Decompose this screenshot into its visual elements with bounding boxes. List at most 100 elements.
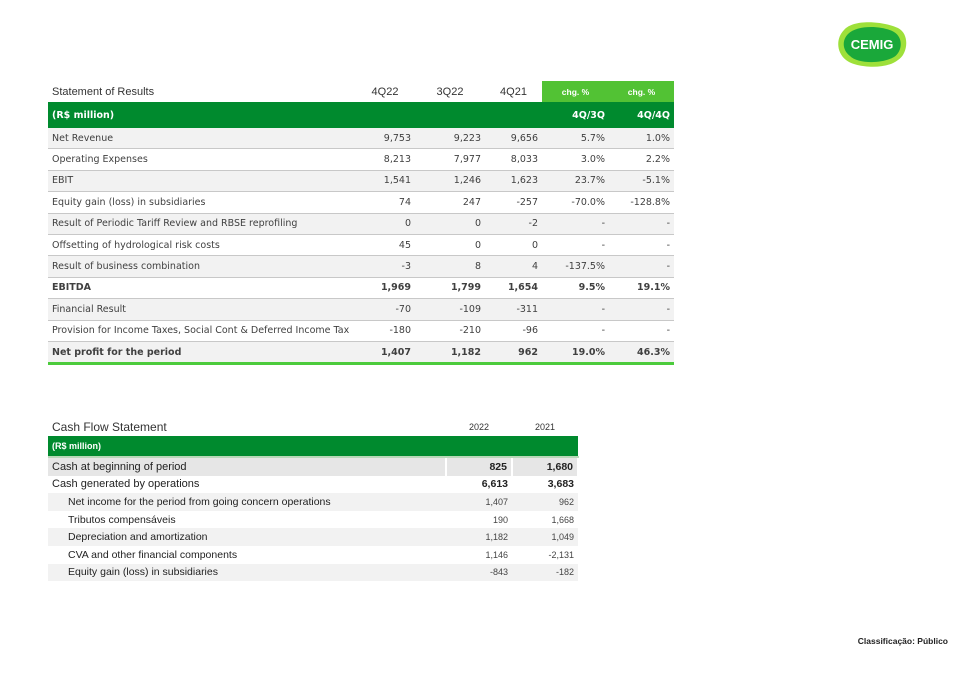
table-row: Net income for the period from going con…: [48, 493, 578, 511]
row-value: 23.7%: [542, 170, 609, 193]
row-label: Cash generated by operations: [52, 478, 200, 491]
table-row: Result of Periodic Tariff Review and RBS…: [48, 213, 674, 235]
table-title: Statement of Results: [52, 85, 155, 98]
row-label: EBITDA: [48, 277, 355, 300]
row-label: Net profit for the period: [48, 341, 355, 366]
row-value: -182: [512, 563, 578, 582]
row-value: 8,213: [355, 148, 415, 171]
row-label: Cash at beginning of period: [48, 457, 447, 476]
column-header-chg-1: chg. %: [542, 81, 609, 102]
row-value: -180: [355, 320, 415, 342]
row-value: 1,623: [485, 170, 542, 193]
table-row: CVA and other financial components 1,146 -…: [48, 546, 578, 564]
row-value: -: [609, 255, 674, 278]
sub-header-4q3q: 4Q/3Q: [542, 102, 609, 128]
row-value: 4: [485, 255, 542, 278]
row-value: 9.5%: [542, 277, 609, 300]
table-row: Cash at beginning of period 825 1,680: [48, 457, 579, 476]
column-header-chg-2: chg. %: [609, 81, 674, 102]
sub-header-4q4q: 4Q/4Q: [609, 102, 674, 128]
row-value: 190: [492, 514, 508, 525]
table-title: Cash Flow Statement: [52, 420, 167, 434]
row-value: -70.0%: [542, 191, 609, 214]
row-label: Result of business combination: [48, 255, 355, 278]
row-value: 1,654: [485, 277, 542, 300]
row-value: 8: [415, 255, 485, 278]
row-label: Tributos compensáveis: [68, 513, 176, 526]
row-label: Provision for Income Taxes, Social Cont …: [48, 320, 355, 342]
row-value: -70: [355, 298, 415, 321]
row-value: -137.5%: [542, 255, 609, 278]
row-value: -5.1%: [609, 170, 674, 193]
table-row: Financial Result -70 -109 -311- -: [48, 298, 674, 321]
row-value: -257: [485, 191, 542, 214]
table-row: Depreciation and amortization 1,182 1,049: [48, 528, 578, 546]
row-label: Depreciation and amortization: [48, 528, 446, 546]
row-value: 825: [446, 457, 513, 476]
row-value: 6,613: [481, 478, 508, 491]
table-row: Result of business combination -3 8 4 -137.5…: [48, 255, 674, 278]
row-value: 0: [415, 213, 485, 235]
row-value: -128.8%: [609, 191, 674, 214]
row-value: 1,049: [512, 528, 578, 546]
row-value: 1,799: [415, 277, 485, 300]
row-value: 0: [415, 234, 485, 257]
header-row: Cash Flow Statement 2022 2021: [48, 418, 578, 436]
table-row: Equity gain (loss) in subsidiaries -843 -1…: [48, 563, 578, 582]
row-value: 1,182: [446, 528, 512, 546]
table-row: Tributos compensáveis 190 1,668: [48, 511, 578, 529]
row-value: 1,541: [355, 170, 415, 193]
table-row: Operating Expenses 8,213 7,977 8,033 3.0% 2.2…: [48, 148, 674, 171]
row-value: 1,182: [415, 341, 485, 366]
row-value: -96: [485, 320, 542, 342]
table-row: Equity gain (loss) in subsidiaries 74 247-…: [48, 191, 674, 214]
column-header-2022: 2022: [468, 422, 490, 432]
svg-text:CEMIG: CEMIG: [851, 37, 894, 52]
row-value: 8,033: [485, 148, 542, 171]
row-value: -: [609, 320, 674, 342]
row-label: CVA and other financial components: [68, 548, 238, 561]
cemig-logo: CEMIG: [838, 22, 907, 67]
column-header-2021: 2021: [534, 422, 556, 432]
row-value: 1,246: [415, 170, 485, 193]
row-value: 45: [355, 234, 415, 257]
row-value: 3,683: [547, 478, 574, 491]
row-label: Net income for the period from going con…: [48, 493, 446, 511]
unit-row: (R$ million) 4Q/3Q 4Q/4Q: [48, 102, 674, 128]
table-row: Net profit for the period 1,407 1,182 962 19…: [48, 341, 674, 366]
row-value: -: [542, 213, 609, 235]
unit-label: (R$ million): [48, 436, 446, 458]
row-value: 19.0%: [542, 341, 609, 366]
row-value: 74: [355, 191, 415, 214]
row-value: 0: [355, 213, 415, 235]
row-value: 46.3%: [609, 341, 674, 366]
row-value: -: [542, 234, 609, 257]
row-value: -311: [485, 298, 542, 321]
column-header-4q22: 4Q22: [371, 85, 399, 98]
table-row: Provision for Income Taxes, Social Cont …: [48, 320, 674, 342]
row-label: Financial Result: [48, 298, 355, 321]
row-value: 962: [485, 341, 542, 366]
row-value: 3.0%: [542, 148, 609, 171]
row-value: 1,969: [355, 277, 415, 300]
row-value: 1,407: [355, 341, 415, 366]
row-label: Equity gain (loss) in subsidiaries: [48, 191, 355, 214]
row-value: -: [542, 320, 609, 342]
row-value: -: [542, 298, 609, 321]
row-value: 7,977: [415, 148, 485, 171]
row-value: -: [609, 298, 674, 321]
row-value: -2,131: [548, 549, 574, 560]
row-value: 9,656: [485, 128, 542, 150]
row-value: 0: [485, 234, 542, 257]
row-value: -2: [485, 213, 542, 235]
row-value: 1,680: [512, 457, 579, 476]
table-row: EBIT 1,541 1,246 1,623 23.7% -5.1%: [48, 170, 674, 193]
table-row: Cash generated by operations 6,613 3,683: [48, 476, 578, 494]
row-value: -3: [355, 255, 415, 278]
row-value: -109: [415, 298, 485, 321]
row-label: EBIT: [48, 170, 355, 193]
row-label: Equity gain (loss) in subsidiaries: [48, 563, 446, 582]
row-value: 9,753: [355, 128, 415, 150]
unit-row: (R$ million): [48, 436, 578, 458]
row-label: Operating Expenses: [48, 148, 355, 171]
